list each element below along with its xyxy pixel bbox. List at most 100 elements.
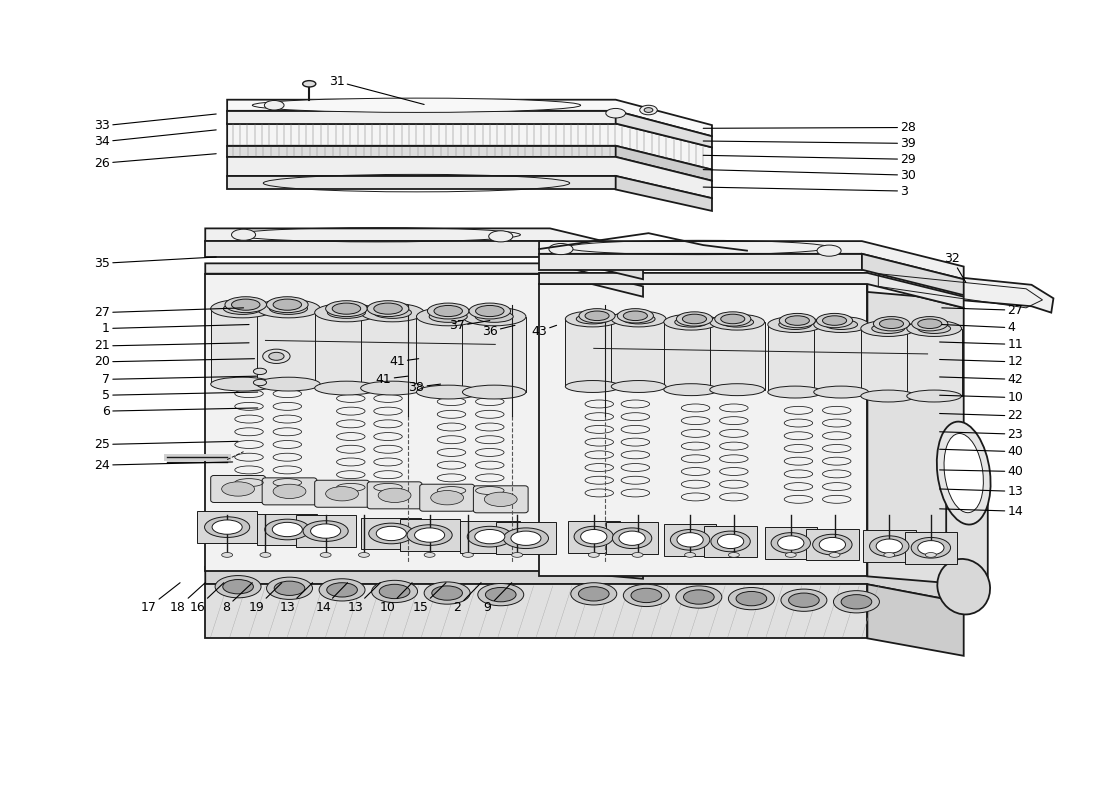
Ellipse shape — [640, 106, 658, 114]
Text: 27: 27 — [95, 306, 243, 319]
Polygon shape — [539, 241, 964, 279]
Ellipse shape — [253, 379, 266, 386]
Ellipse shape — [224, 297, 266, 313]
Ellipse shape — [683, 590, 714, 604]
Ellipse shape — [663, 314, 718, 330]
Polygon shape — [296, 515, 355, 547]
Ellipse shape — [378, 488, 411, 502]
Ellipse shape — [462, 553, 473, 558]
Ellipse shape — [431, 490, 463, 505]
Ellipse shape — [829, 553, 840, 558]
Ellipse shape — [710, 384, 764, 396]
Ellipse shape — [462, 307, 526, 326]
Ellipse shape — [273, 299, 301, 310]
Text: 16: 16 — [189, 582, 224, 614]
Ellipse shape — [231, 229, 255, 240]
Ellipse shape — [429, 311, 468, 322]
Text: 14: 14 — [939, 505, 1023, 518]
Ellipse shape — [475, 306, 504, 317]
Text: 42: 42 — [939, 373, 1023, 386]
Ellipse shape — [944, 434, 983, 513]
Polygon shape — [206, 229, 644, 263]
FancyBboxPatch shape — [315, 480, 370, 507]
Ellipse shape — [376, 526, 406, 541]
Text: 19: 19 — [249, 582, 282, 614]
Ellipse shape — [872, 323, 904, 334]
Ellipse shape — [785, 316, 810, 326]
Ellipse shape — [613, 528, 652, 549]
Polygon shape — [606, 522, 658, 554]
Ellipse shape — [937, 422, 991, 525]
Ellipse shape — [222, 553, 232, 558]
Ellipse shape — [917, 541, 944, 555]
Ellipse shape — [315, 303, 378, 322]
Text: 20: 20 — [95, 355, 254, 368]
Ellipse shape — [710, 314, 764, 330]
Polygon shape — [315, 313, 378, 388]
Ellipse shape — [266, 577, 312, 599]
Ellipse shape — [475, 530, 505, 544]
Ellipse shape — [814, 317, 869, 333]
Ellipse shape — [222, 482, 254, 496]
Ellipse shape — [571, 582, 617, 605]
Text: 29: 29 — [703, 153, 916, 166]
Text: 6: 6 — [102, 405, 257, 418]
Polygon shape — [227, 157, 712, 198]
Text: 5: 5 — [102, 389, 257, 402]
Ellipse shape — [504, 528, 549, 549]
Ellipse shape — [367, 301, 409, 317]
Polygon shape — [612, 319, 666, 386]
Ellipse shape — [488, 230, 513, 242]
Ellipse shape — [432, 586, 462, 600]
Ellipse shape — [263, 349, 290, 363]
Polygon shape — [227, 146, 616, 157]
Text: 18: 18 — [170, 582, 206, 614]
Polygon shape — [256, 309, 320, 384]
Ellipse shape — [612, 311, 666, 327]
Polygon shape — [616, 111, 712, 147]
Ellipse shape — [736, 591, 767, 606]
Text: 25: 25 — [95, 438, 238, 451]
Polygon shape — [868, 584, 964, 656]
Ellipse shape — [252, 98, 581, 113]
Ellipse shape — [576, 314, 609, 324]
Polygon shape — [861, 329, 915, 396]
Ellipse shape — [359, 553, 370, 558]
Ellipse shape — [326, 301, 367, 317]
Polygon shape — [206, 263, 644, 297]
Ellipse shape — [417, 385, 480, 399]
Ellipse shape — [485, 587, 516, 602]
Ellipse shape — [676, 533, 703, 547]
Ellipse shape — [468, 526, 513, 547]
Ellipse shape — [326, 486, 359, 501]
Ellipse shape — [645, 108, 653, 113]
Polygon shape — [539, 254, 862, 270]
Ellipse shape — [842, 594, 872, 609]
Ellipse shape — [425, 553, 436, 558]
Ellipse shape — [606, 109, 626, 118]
Ellipse shape — [676, 312, 713, 326]
Text: 2: 2 — [453, 582, 481, 614]
Polygon shape — [399, 519, 460, 551]
Ellipse shape — [477, 583, 524, 606]
Polygon shape — [197, 511, 257, 543]
Text: 4: 4 — [942, 322, 1015, 334]
Text: 15: 15 — [412, 582, 446, 614]
Ellipse shape — [728, 553, 739, 558]
Ellipse shape — [565, 381, 620, 393]
Text: 8: 8 — [222, 582, 252, 614]
Ellipse shape — [906, 321, 961, 337]
Ellipse shape — [256, 299, 320, 318]
Text: 10: 10 — [939, 391, 1023, 404]
Text: 33: 33 — [95, 114, 217, 133]
Ellipse shape — [778, 536, 804, 550]
Text: 22: 22 — [939, 410, 1023, 422]
Text: 14: 14 — [316, 582, 348, 614]
Polygon shape — [764, 527, 817, 559]
Ellipse shape — [771, 533, 811, 554]
Ellipse shape — [273, 484, 306, 498]
Ellipse shape — [469, 303, 510, 319]
Text: 40: 40 — [939, 445, 1023, 458]
Ellipse shape — [260, 553, 271, 558]
Ellipse shape — [781, 589, 827, 611]
